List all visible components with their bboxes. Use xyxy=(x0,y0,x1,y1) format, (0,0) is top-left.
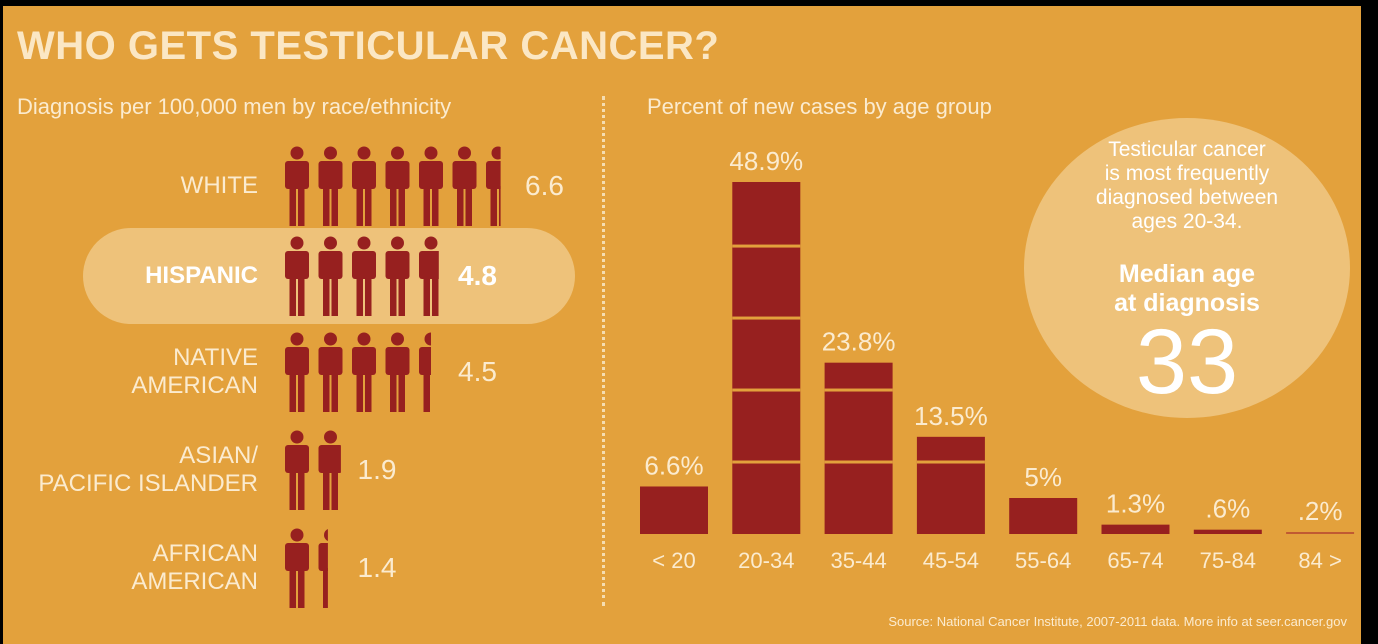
bar xyxy=(916,436,985,534)
race-value: 6.6 xyxy=(525,170,564,201)
panel-divider xyxy=(602,96,605,606)
bar xyxy=(1009,498,1078,534)
race-label-line: AMERICAN xyxy=(131,372,258,399)
x-tick-label: 20-34 xyxy=(738,548,794,573)
x-tick-label: 35-44 xyxy=(830,548,886,573)
bar-data-label: 13.5% xyxy=(914,401,988,431)
person-icon xyxy=(419,146,443,226)
callout-median-line: at diagnosis xyxy=(1114,289,1260,317)
callout-median-line: Median age xyxy=(1118,260,1256,288)
bar-data-label: 23.8% xyxy=(822,327,896,357)
age-subtitle: Percent of new cases by age group xyxy=(647,94,992,119)
person-icon xyxy=(318,146,343,226)
x-tick-label: 45-54 xyxy=(923,548,979,573)
callout-note-line: ages 20-34. xyxy=(1131,210,1243,233)
bar-segment-divider xyxy=(916,460,985,464)
race-label-line: ASIAN/ xyxy=(179,442,258,469)
x-tick-label: 84 > xyxy=(1298,548,1341,573)
race-label-line: HISPANIC xyxy=(145,262,258,289)
race-label-line: AMERICAN xyxy=(131,568,258,595)
callout-note-line: Testicular cancer xyxy=(1108,138,1266,161)
race-pictograph xyxy=(285,332,431,412)
race-label: NATIVE AMERICAN xyxy=(131,344,258,400)
x-tick-label: 55-64 xyxy=(1015,548,1071,573)
callout-median-value: 33 xyxy=(1135,311,1239,413)
race-label-line: WHITE xyxy=(180,172,258,199)
median-age-callout: Testicular cancer is most frequently diagn… xyxy=(1024,118,1350,418)
person-icon xyxy=(352,146,376,226)
race-label: AFRICAN AMERICAN xyxy=(131,540,258,596)
bar-data-label: .2% xyxy=(1298,496,1343,526)
bar-data-label: 6.6% xyxy=(644,450,703,480)
person-icon xyxy=(385,236,410,316)
race-value: 4.5 xyxy=(458,356,497,387)
callout-note: Testicular cancer is most frequently diagn… xyxy=(1024,138,1350,234)
race-value: 4.8 xyxy=(458,260,497,291)
source-note: Source: National Cancer Institute, 2007-… xyxy=(888,614,1347,629)
partial-person-icon xyxy=(419,332,431,412)
bar-data-label: 1.3% xyxy=(1106,489,1165,519)
bar-segment-divider xyxy=(732,388,801,392)
race-label: WHITE xyxy=(181,172,258,200)
person-icon xyxy=(352,236,376,316)
age-bar-chart: 6.6% < 20 48.9% 20-34 23.8% 35-44 13.5% 45-54 5%… xyxy=(640,146,1355,573)
bar-segment-divider xyxy=(732,316,801,320)
race-pictograph xyxy=(285,528,328,608)
race-label-line: NATIVE xyxy=(173,344,258,371)
x-tick-label: 65-74 xyxy=(1107,548,1163,573)
callout-note-line: diagnosed between xyxy=(1095,186,1279,209)
partial-person-icon xyxy=(419,236,439,316)
race-subtitle: Diagnosis per 100,000 men by race/ethnic… xyxy=(17,94,452,119)
race-value: 1.4 xyxy=(357,552,397,583)
race-pictograph xyxy=(285,236,439,316)
infographic-panel: WHO GETS TESTICULAR CANCER? Diagnosis pe… xyxy=(3,6,1361,644)
person-icon xyxy=(385,146,410,226)
race-value: 1.9 xyxy=(357,454,397,485)
person-icon xyxy=(318,332,343,412)
bar xyxy=(1101,524,1170,534)
person-icon xyxy=(452,146,477,226)
bar xyxy=(1193,529,1262,534)
person-icon xyxy=(352,332,376,412)
person-icon xyxy=(285,146,309,226)
x-tick-label: 75-84 xyxy=(1200,548,1256,573)
partial-person-icon xyxy=(486,146,501,226)
callout-median-label: Median age at diagnosis xyxy=(1024,260,1350,318)
bar xyxy=(1286,532,1355,534)
bar-segment-divider xyxy=(824,460,893,464)
race-pictograph xyxy=(285,430,341,510)
partial-person-icon xyxy=(318,529,328,608)
person-icon xyxy=(285,430,309,510)
bar-segment-divider xyxy=(824,388,893,392)
partial-person-icon xyxy=(318,430,341,510)
person-icon xyxy=(385,332,410,412)
bar xyxy=(640,486,708,534)
bar-data-label: .6% xyxy=(1205,494,1250,524)
bar-segment-divider xyxy=(732,460,801,464)
bar-segment-divider xyxy=(732,244,801,248)
x-tick-label: < 20 xyxy=(652,548,695,573)
race-label-line: AFRICAN xyxy=(152,540,258,567)
bar-data-label: 5% xyxy=(1024,462,1062,492)
race-label: ASIAN/PACIFIC ISLANDER xyxy=(38,442,258,498)
bar xyxy=(824,362,893,534)
person-icon xyxy=(285,236,309,316)
person-icon xyxy=(318,236,343,316)
race-pictograph xyxy=(285,146,501,226)
person-icon xyxy=(285,332,309,412)
infographic-title: WHO GETS TESTICULAR CANCER? xyxy=(17,24,720,68)
race-label: HISPANIC xyxy=(145,262,258,290)
race-label-line: PACIFIC ISLANDER xyxy=(38,470,258,497)
bar-data-label: 48.9% xyxy=(729,146,803,176)
person-icon xyxy=(285,528,309,608)
callout-note-line: is most frequently xyxy=(1104,162,1270,185)
bar xyxy=(732,182,801,534)
